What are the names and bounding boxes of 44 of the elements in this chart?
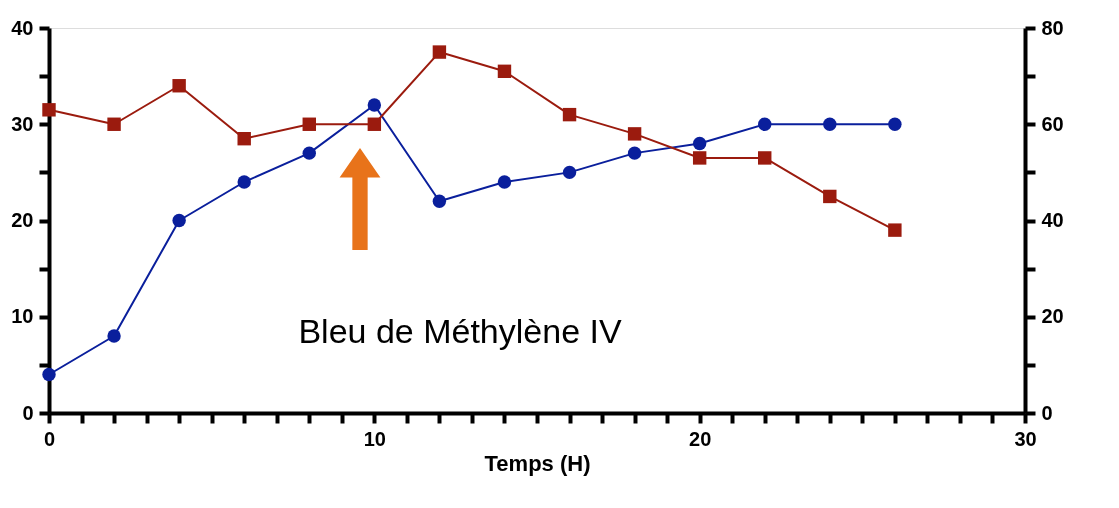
- point: [302, 117, 316, 131]
- y2-tick-label: 60: [1041, 112, 1064, 135]
- point: [823, 189, 837, 204]
- point: [692, 136, 707, 151]
- x-tick-label: 30: [1014, 427, 1037, 450]
- point: [823, 117, 837, 131]
- y2-tick-label: 80: [1041, 16, 1064, 39]
- point: [432, 194, 447, 208]
- point: [237, 131, 251, 146]
- point: [42, 367, 56, 382]
- y-tick-label: 30: [11, 112, 34, 135]
- x-tick-label: 20: [689, 427, 712, 450]
- x-tick-label: 10: [363, 427, 386, 450]
- y2-tick-label: 20: [1041, 305, 1064, 328]
- y2-tick-label: 0: [1041, 401, 1053, 424]
- point: [758, 117, 772, 131]
- y-tick-label: 10: [11, 305, 34, 328]
- point: [367, 98, 382, 112]
- point: [367, 117, 382, 131]
- annotation: Bleu de Méthylène IV: [298, 312, 622, 350]
- x-axis-title: Temps (H): [484, 450, 591, 476]
- point: [432, 45, 447, 59]
- y-tick-label: 20: [11, 209, 34, 231]
- point: [888, 223, 902, 237]
- point: [888, 117, 902, 131]
- point: [497, 175, 512, 189]
- point: [302, 146, 316, 160]
- point: [627, 127, 642, 141]
- point: [562, 107, 577, 122]
- y-tick-label: 0: [22, 401, 34, 424]
- point: [562, 165, 577, 180]
- point: [237, 175, 251, 189]
- point: [497, 64, 512, 79]
- point: [758, 151, 772, 165]
- point: [107, 329, 121, 343]
- y-tick-label: 40: [11, 16, 34, 39]
- point: [627, 146, 642, 160]
- y2-tick-label: 40: [1041, 209, 1064, 231]
- point: [107, 117, 121, 131]
- point: [692, 151, 707, 165]
- point: [42, 103, 56, 117]
- point: [172, 213, 186, 228]
- point: [172, 79, 186, 93]
- x-tick-label: 0: [43, 427, 56, 450]
